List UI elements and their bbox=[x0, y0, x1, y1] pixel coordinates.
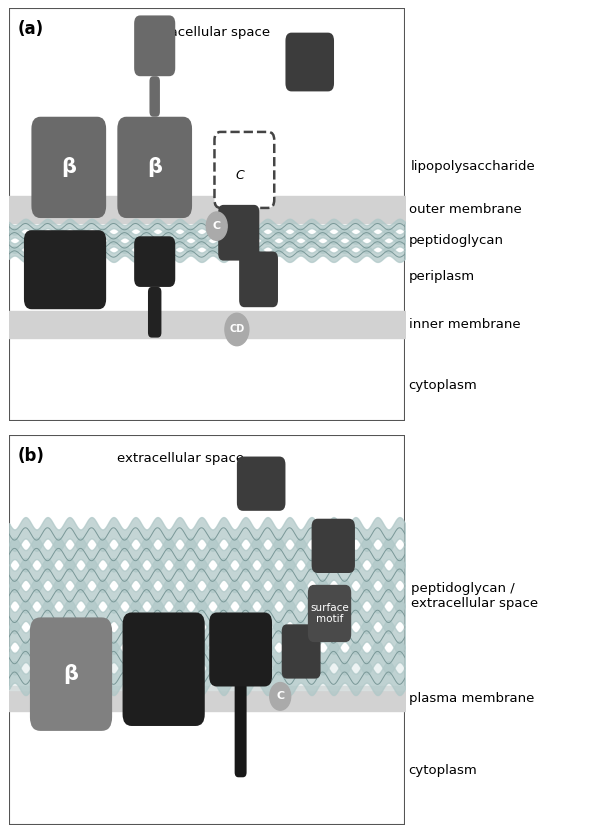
Text: lipopolysaccharide: lipopolysaccharide bbox=[411, 160, 536, 173]
FancyBboxPatch shape bbox=[30, 617, 112, 731]
FancyBboxPatch shape bbox=[209, 612, 272, 686]
FancyBboxPatch shape bbox=[237, 456, 286, 511]
Text: β: β bbox=[64, 664, 79, 684]
FancyBboxPatch shape bbox=[311, 519, 355, 573]
Text: outer membrane: outer membrane bbox=[409, 203, 521, 216]
Circle shape bbox=[270, 682, 290, 711]
Text: (a): (a) bbox=[18, 21, 44, 38]
Circle shape bbox=[206, 212, 227, 241]
FancyBboxPatch shape bbox=[218, 205, 259, 261]
FancyBboxPatch shape bbox=[134, 16, 175, 76]
Text: C: C bbox=[276, 691, 284, 701]
Text: β: β bbox=[147, 157, 162, 177]
FancyBboxPatch shape bbox=[286, 32, 334, 92]
FancyBboxPatch shape bbox=[214, 132, 274, 208]
FancyBboxPatch shape bbox=[134, 237, 175, 287]
FancyBboxPatch shape bbox=[122, 612, 205, 726]
FancyBboxPatch shape bbox=[31, 117, 106, 218]
FancyBboxPatch shape bbox=[149, 76, 160, 117]
Text: CD: CD bbox=[229, 325, 245, 335]
FancyBboxPatch shape bbox=[239, 252, 278, 307]
Text: peptidoglycan /
extracellular space: peptidoglycan / extracellular space bbox=[411, 581, 538, 610]
FancyBboxPatch shape bbox=[118, 117, 192, 218]
Text: extracellular space: extracellular space bbox=[143, 26, 271, 38]
FancyBboxPatch shape bbox=[24, 230, 106, 309]
Text: cytoplasm: cytoplasm bbox=[409, 379, 478, 392]
Text: β: β bbox=[61, 157, 76, 177]
FancyBboxPatch shape bbox=[308, 585, 351, 642]
Text: peptidoglycan: peptidoglycan bbox=[409, 234, 504, 247]
Text: inner membrane: inner membrane bbox=[409, 318, 520, 331]
Text: (b): (b) bbox=[18, 446, 45, 465]
Text: plasma membrane: plasma membrane bbox=[409, 692, 534, 706]
Text: periplasm: periplasm bbox=[409, 270, 475, 282]
Text: C: C bbox=[212, 221, 221, 231]
Text: cytoplasm: cytoplasm bbox=[409, 764, 478, 777]
Circle shape bbox=[225, 313, 249, 346]
FancyBboxPatch shape bbox=[148, 287, 161, 337]
FancyBboxPatch shape bbox=[235, 681, 247, 777]
Text: C: C bbox=[235, 169, 244, 182]
FancyBboxPatch shape bbox=[282, 624, 320, 679]
Text: surface
motif: surface motif bbox=[310, 602, 349, 624]
Text: extracellular space: extracellular space bbox=[117, 451, 244, 465]
